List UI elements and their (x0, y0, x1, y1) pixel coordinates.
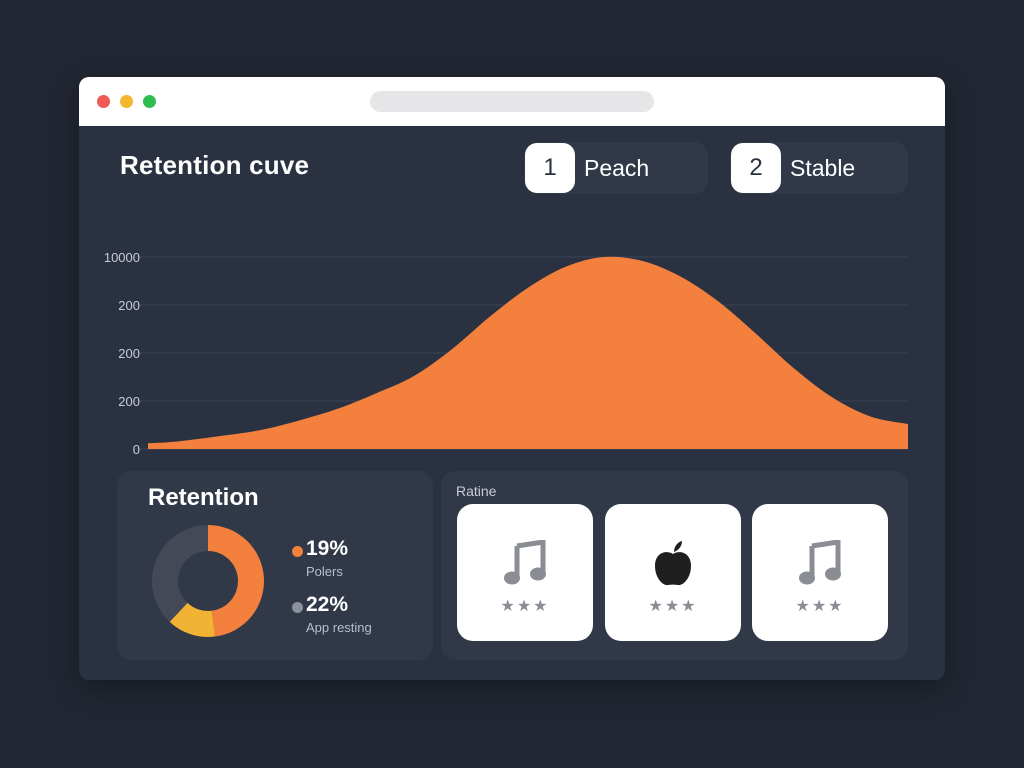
app-rating-tile[interactable]: ★★★ (457, 504, 593, 641)
star-rating: ★★★ (500, 598, 550, 615)
page-title: Retention cuve (120, 150, 310, 180)
ratings-label: Ratine (456, 483, 497, 499)
minimize-window-button[interactable] (120, 95, 133, 108)
app-rating-tile[interactable]: ★★★ (605, 504, 741, 641)
music-note-icon (457, 540, 593, 597)
retention-area (148, 256, 908, 449)
y-tick-label: 200 (118, 394, 140, 409)
retention-card: Retention 19% Polers 22% App resting (117, 471, 433, 660)
star-rating: ★★★ (795, 598, 845, 615)
y-tick-label: 10000 (104, 250, 140, 265)
y-tick-label: 0 (133, 442, 140, 457)
y-tick-label: 200 (118, 346, 140, 361)
legend-label-stable: Stable (790, 155, 856, 181)
close-window-button[interactable] (97, 95, 110, 108)
music-note-icon (752, 540, 888, 597)
title-bar (79, 77, 945, 126)
donut-segment (151, 525, 208, 622)
stat-value: 22% (306, 593, 349, 616)
maximize-window-button[interactable] (143, 95, 156, 108)
stat-color-dot (292, 602, 303, 613)
ratings-card: Ratine ★★★ ★★★ (441, 471, 908, 660)
stat-label: App resting (306, 620, 372, 635)
donut-segment (208, 525, 265, 637)
star-rating: ★★★ (648, 598, 698, 615)
legend-number-2: 2 (731, 143, 781, 193)
stat-label: Polers (306, 564, 343, 579)
retention-curve-chart: 10000 200 200 200 0 (104, 250, 908, 457)
address-bar[interactable] (370, 91, 654, 112)
retention-donut-chart (151, 525, 265, 637)
retention-title: Retention (148, 484, 259, 511)
stat-value: 19% (306, 537, 349, 560)
donut-segment (169, 602, 216, 637)
stat-color-dot (292, 546, 303, 557)
legend-item-peach[interactable]: 1 Peach (524, 142, 708, 194)
legend-number-1: 1 (525, 143, 575, 193)
apple-logo-icon (605, 540, 741, 595)
legend-item-stable[interactable]: 2 Stable (730, 142, 908, 194)
y-tick-label: 200 (118, 298, 140, 313)
browser-window: Retention cuve 1 Peach 2 Stable 10000 200… (79, 77, 945, 680)
app-rating-tile[interactable]: ★★★ (752, 504, 888, 641)
legend-label-peach: Peach (584, 155, 650, 181)
